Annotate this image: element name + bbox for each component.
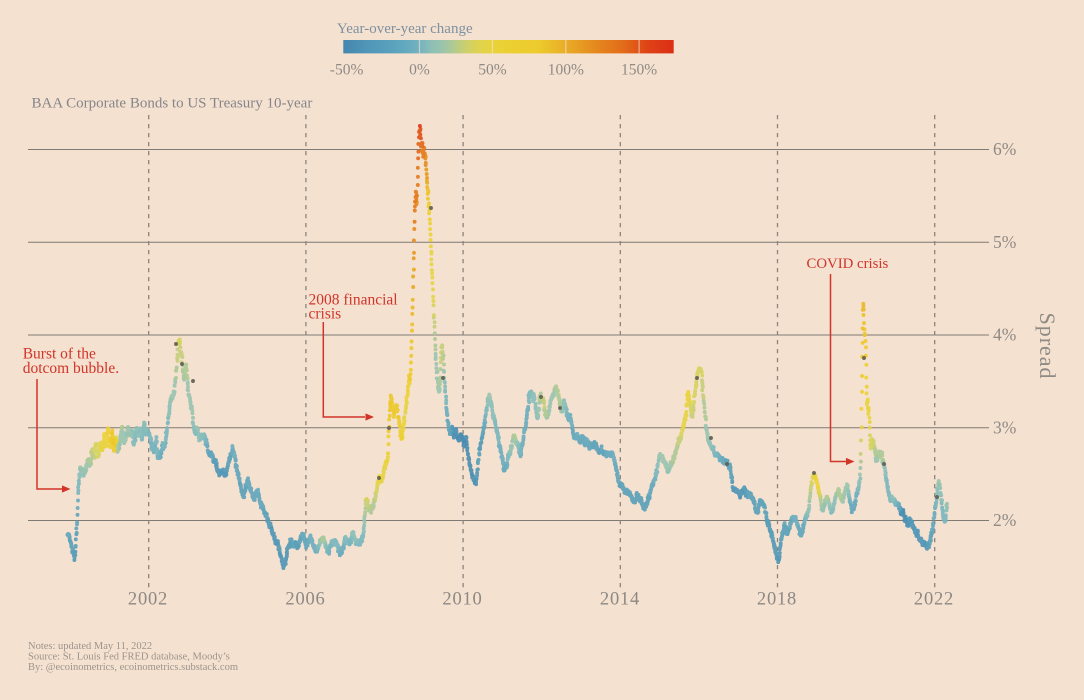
svg-text:-50%: -50%	[330, 62, 364, 79]
svg-text:0%: 0%	[409, 62, 430, 79]
svg-text:crisis: crisis	[309, 306, 342, 323]
svg-text:2%: 2%	[993, 510, 1016, 530]
svg-text:Year-over-year change: Year-over-year change	[337, 21, 473, 37]
svg-text:2008 financial: 2008 financial	[309, 292, 398, 309]
svg-text:Burst of the: Burst of the	[23, 346, 96, 363]
svg-text:BAA Corporate Bonds to US Trea: BAA Corporate Bonds to US Treasury 10-ye…	[32, 96, 313, 112]
svg-text:dotcom bubble.: dotcom bubble.	[23, 360, 119, 377]
svg-text:Source: St. Louis Fed FRED dat: Source: St. Louis Fed FRED database, Moo…	[28, 652, 230, 663]
svg-text:2022: 2022	[914, 590, 954, 610]
svg-text:4%: 4%	[993, 325, 1016, 345]
svg-text:2010: 2010	[442, 590, 482, 610]
svg-text:6%: 6%	[993, 139, 1016, 159]
svg-text:50%: 50%	[478, 62, 507, 79]
svg-text:100%: 100%	[548, 62, 584, 79]
svg-text:By: @ecoinometrics, ecoinometr: By: @ecoinometrics, ecoinometrics.substa…	[28, 662, 238, 673]
svg-text:2018: 2018	[757, 590, 797, 610]
svg-text:2006: 2006	[285, 590, 325, 610]
svg-text:2014: 2014	[600, 590, 640, 610]
svg-text:3%: 3%	[993, 418, 1016, 438]
svg-text:2002: 2002	[128, 590, 168, 610]
svg-text:5%: 5%	[993, 232, 1016, 252]
svg-text:COVID crisis: COVID crisis	[807, 256, 889, 272]
svg-text:Notes: updated May 11, 2022: Notes: updated May 11, 2022	[28, 641, 152, 652]
svg-text:150%: 150%	[621, 62, 657, 79]
svg-text:Spread: Spread	[1035, 312, 1060, 379]
